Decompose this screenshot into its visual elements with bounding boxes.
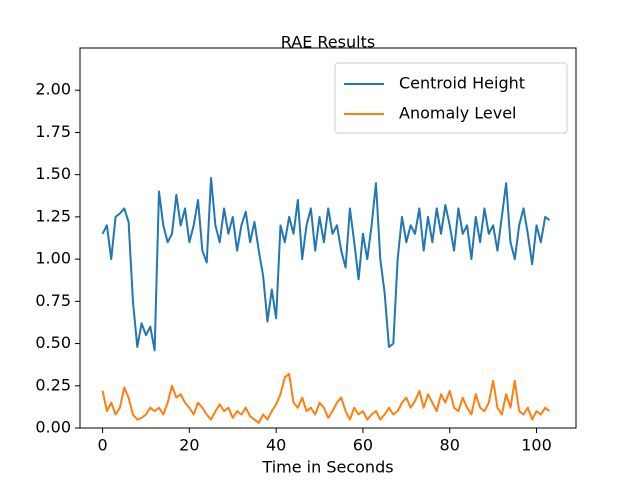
series-line <box>101 177 551 352</box>
series-line <box>101 372 551 424</box>
y-tick-label: 2.00 <box>35 80 71 99</box>
plot-frame <box>79 47 577 429</box>
y-tick-label: 0.50 <box>35 333 71 352</box>
x-tick-label: 0 <box>97 436 107 455</box>
y-tick-label: 0.75 <box>35 291 71 310</box>
y-tick-label: 0.00 <box>35 418 71 437</box>
legend-box <box>334 62 568 134</box>
x-tick-label: 40 <box>266 436 286 455</box>
x-tick-label: 80 <box>440 436 460 455</box>
x-tick-label: 100 <box>521 436 552 455</box>
legend-label: Anomaly Level <box>399 104 517 123</box>
y-tick-label: 1.75 <box>35 122 71 141</box>
x-tick-label: 20 <box>179 436 199 455</box>
y-tick-label: 1.50 <box>35 164 71 183</box>
y-tick-label: 1.00 <box>35 249 71 268</box>
y-tick-label: 1.25 <box>35 206 71 225</box>
y-tick-label: 0.25 <box>35 375 71 394</box>
x-axis-label: Time in Seconds <box>261 458 393 477</box>
legend-label: Centroid Height <box>399 74 525 93</box>
chart-title: RAE Results <box>281 33 375 52</box>
x-tick-label: 60 <box>353 436 373 455</box>
